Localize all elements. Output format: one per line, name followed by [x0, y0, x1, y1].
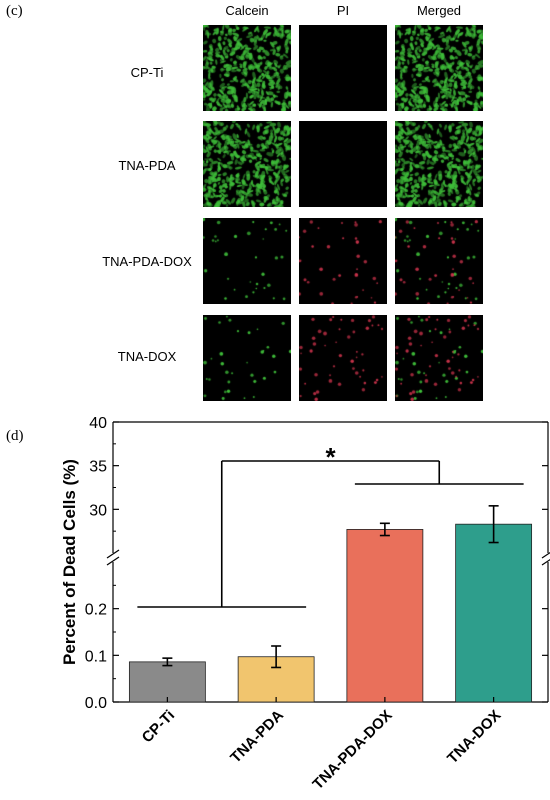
significance-star: * — [325, 442, 336, 472]
bar-tna-pda-dox — [346, 529, 424, 703]
micrograph-tna-dox-merged — [395, 315, 483, 401]
panel-d-label: (d) — [6, 428, 24, 444]
micrograph-cp-ti-pi — [299, 25, 387, 111]
y-tick-label: 35 — [89, 459, 107, 476]
micrograph-tna-pda-dox-merged — [395, 218, 483, 304]
micrograph-tna-pda-calcein — [203, 121, 291, 207]
axis-break-mark-right-2 — [541, 558, 550, 566]
y-tick-label: 0.0 — [85, 695, 107, 712]
micrograph-tna-pda-merged — [395, 121, 483, 207]
row-label-cp-ti: CP-Ti — [130, 65, 164, 80]
micrograph-tna-dox-calcein — [203, 315, 291, 401]
axis-break-mark-left-2 — [106, 556, 120, 566]
y-axis-label: Percent of Dead Cells (%) — [60, 459, 79, 665]
axis-break-mark-right-1 — [541, 551, 550, 559]
x-tick-label: TNA-DOX — [444, 707, 504, 767]
axis-break-mark-left-1 — [106, 549, 120, 559]
x-tick-label: TNA-PDA — [227, 707, 287, 767]
row-label-tna-dox: TNA-DOX — [117, 349, 177, 364]
row-label-tna-pda-dox: TNA-PDA-DOX — [102, 254, 192, 269]
micrograph-cp-ti-merged — [395, 25, 483, 111]
column-header-calcein: Calcein — [225, 3, 269, 18]
column-header-merged: Merged — [416, 3, 462, 18]
micrograph-tna-dox-pi — [299, 315, 387, 401]
micrograph-tna-pda-dox-pi — [299, 218, 387, 304]
x-tick-label: CP-Ti — [139, 707, 179, 747]
micrograph-cp-ti-calcein — [203, 25, 291, 111]
y-tick-label: 40 — [89, 415, 107, 432]
bar-tna-dox — [455, 523, 533, 703]
y-tick-label: 30 — [89, 502, 107, 519]
column-header-pi: PI — [336, 3, 350, 18]
row-label-tna-pda: TNA-PDA — [118, 158, 176, 173]
y-tick-label: 0.2 — [85, 602, 107, 619]
y-tick-label: 0.1 — [85, 648, 107, 665]
scale-bar — [462, 397, 482, 399]
x-tick-label: TNA-PDA-DOX — [309, 707, 395, 793]
micrograph-tna-pda-dox-calcein — [203, 218, 291, 304]
micrograph-tna-pda-pi — [299, 121, 387, 207]
bar-cp-ti — [128, 661, 206, 703]
panel-c-label: (c) — [6, 3, 23, 19]
